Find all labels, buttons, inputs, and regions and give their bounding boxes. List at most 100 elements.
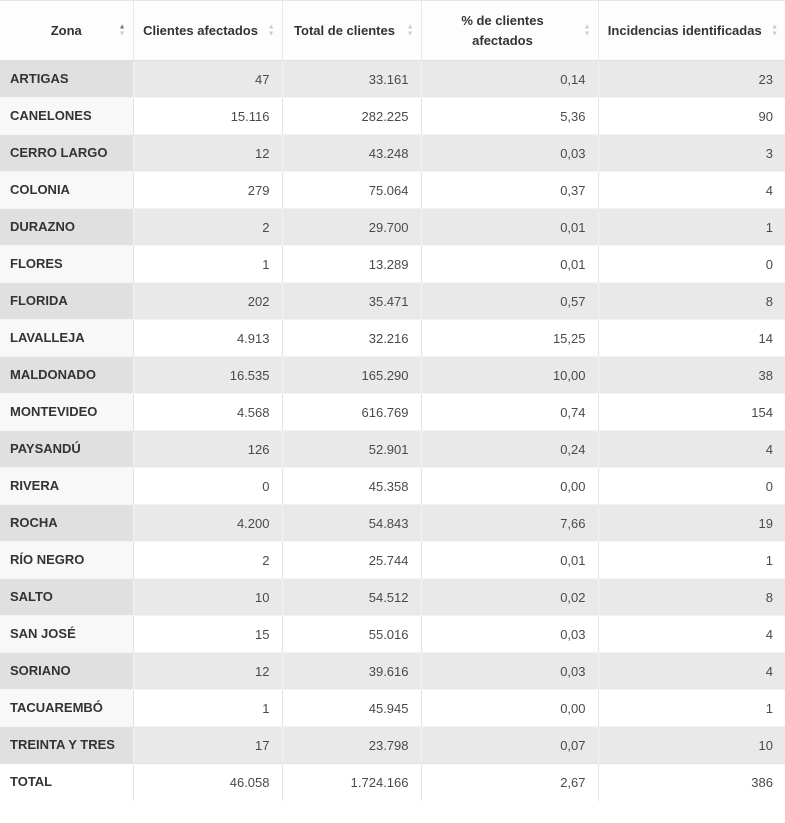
total-clientes-cell: 43.248	[281, 134, 421, 172]
total-clientes-afectados-cell: 46.058	[132, 763, 282, 801]
clientes-afectados-cell: 4.568	[132, 393, 282, 431]
table-row: COLONIA 279 75.064 0,37 4	[0, 171, 785, 209]
pct-afectados-cell: 0,37	[420, 171, 598, 209]
total-clientes-cell: 25.744	[281, 541, 421, 579]
table-row: CERRO LARGO 12 43.248 0,03 3	[0, 134, 785, 172]
incidencias-cell: 154	[597, 393, 785, 431]
incidencias-cell: 8	[597, 282, 785, 320]
zona-cell: TREINTA Y TRES	[0, 726, 133, 764]
total-clientes-cell: 165.290	[281, 356, 421, 394]
table-row: TACUAREMBÓ 1 45.945 0,00 1	[0, 689, 785, 727]
table-header: Zona ▲ ▼ Clientes afectados ▲ ▼ Total de…	[0, 0, 785, 61]
sort-desc-icon: ▼	[771, 30, 778, 37]
pct-afectados-cell: 0,03	[420, 134, 598, 172]
incidencias-cell: 0	[597, 245, 785, 283]
zona-cell: SAN JOSÉ	[0, 615, 133, 653]
incidents-by-zone-table-container: Zona ▲ ▼ Clientes afectados ▲ ▼ Total de…	[0, 0, 785, 801]
column-header-pct-clientes-afectados-label: % de clientes afectados	[461, 12, 544, 48]
column-header-clientes-afectados[interactable]: Clientes afectados ▲ ▼	[132, 0, 282, 61]
column-header-incidencias-identificadas[interactable]: Incidencias identificadas ▲ ▼	[597, 0, 785, 61]
zona-cell: CANELONES	[0, 97, 133, 135]
sort-desc-icon: ▼	[118, 30, 126, 37]
incidencias-cell: 19	[597, 504, 785, 542]
zona-cell: ROCHA	[0, 504, 133, 542]
header-row: Zona ▲ ▼ Clientes afectados ▲ ▼ Total de…	[0, 0, 785, 61]
clientes-afectados-cell: 279	[132, 171, 282, 209]
incidencias-cell: 1	[597, 689, 785, 727]
clientes-afectados-cell: 2	[132, 541, 282, 579]
sort-icon[interactable]: ▲ ▼	[771, 23, 778, 37]
clientes-afectados-cell: 1	[132, 689, 282, 727]
pct-afectados-cell: 0,03	[420, 652, 598, 690]
incidencias-cell: 14	[597, 319, 785, 357]
clientes-afectados-cell: 10	[132, 578, 282, 616]
table-body: ARTIGAS 47 33.161 0,14 23 CANELONES 15.1…	[0, 60, 785, 764]
sort-asc-icon: ▲	[267, 23, 275, 30]
sort-icon[interactable]: ▲ ▼	[267, 23, 275, 37]
incidencias-cell: 1	[597, 208, 785, 246]
zona-cell: TACUAREMBÓ	[0, 689, 133, 727]
incidencias-cell: 4	[597, 171, 785, 209]
pct-afectados-cell: 0,57	[420, 282, 598, 320]
clientes-afectados-cell: 17	[132, 726, 282, 764]
pct-afectados-cell: 0,14	[420, 60, 598, 98]
column-header-incidencias-identificadas-label: Incidencias identificadas	[607, 22, 762, 38]
column-header-zona[interactable]: Zona ▲ ▼	[0, 0, 133, 61]
zona-cell: LAVALLEJA	[0, 319, 133, 357]
clientes-afectados-cell: 126	[132, 430, 282, 468]
pct-afectados-cell: 7,66	[420, 504, 598, 542]
table-row: RÍO NEGRO 2 25.744 0,01 1	[0, 541, 785, 579]
sort-icon[interactable]: ▲ ▼	[118, 23, 126, 37]
pct-afectados-cell: 0,01	[420, 245, 598, 283]
table-row: CANELONES 15.116 282.225 5,36 90	[0, 97, 785, 135]
total-clientes-cell: 32.216	[281, 319, 421, 357]
incidencias-cell: 3	[597, 134, 785, 172]
total-clientes-cell: 29.700	[281, 208, 421, 246]
total-incidencias-cell: 386	[597, 763, 785, 801]
zona-cell: FLORES	[0, 245, 133, 283]
table-row: ARTIGAS 47 33.161 0,14 23	[0, 60, 785, 98]
column-header-clientes-afectados-label: Clientes afectados	[143, 22, 258, 38]
sort-asc-icon: ▲	[771, 23, 778, 30]
pct-afectados-cell: 0,02	[420, 578, 598, 616]
table-row: LAVALLEJA 4.913 32.216 15,25 14	[0, 319, 785, 357]
incidencias-cell: 8	[597, 578, 785, 616]
total-clientes-cell: 45.945	[281, 689, 421, 727]
zona-cell: SORIANO	[0, 652, 133, 690]
pct-afectados-cell: 0,03	[420, 615, 598, 653]
clientes-afectados-cell: 12	[132, 652, 282, 690]
total-clientes-cell: 45.358	[281, 467, 421, 505]
sort-icon[interactable]: ▲ ▼	[583, 23, 591, 37]
total-clientes-cell: 13.289	[281, 245, 421, 283]
pct-afectados-cell: 5,36	[420, 97, 598, 135]
column-header-pct-clientes-afectados[interactable]: % de clientes afectados ▲ ▼	[420, 0, 598, 61]
total-clientes-cell: 75.064	[281, 171, 421, 209]
incidencias-cell: 90	[597, 97, 785, 135]
sort-asc-icon: ▲	[118, 23, 126, 30]
zona-cell: FLORIDA	[0, 282, 133, 320]
incidencias-cell: 23	[597, 60, 785, 98]
clientes-afectados-cell: 15.116	[132, 97, 282, 135]
sort-asc-icon: ▲	[406, 23, 414, 30]
table-row: MALDONADO 16.535 165.290 10,00 38	[0, 356, 785, 394]
sort-desc-icon: ▼	[267, 30, 275, 37]
zona-cell: MONTEVIDEO	[0, 393, 133, 431]
incidents-by-zone-table: Zona ▲ ▼ Clientes afectados ▲ ▼ Total de…	[0, 0, 785, 801]
table-footer: TOTAL 46.058 1.724.166 2,67 386	[0, 763, 785, 801]
pct-afectados-cell: 0,24	[420, 430, 598, 468]
pct-afectados-cell: 0,01	[420, 541, 598, 579]
clientes-afectados-cell: 12	[132, 134, 282, 172]
clientes-afectados-cell: 4.200	[132, 504, 282, 542]
total-clientes-cell: 282.225	[281, 97, 421, 135]
total-clientes-cell: 616.769	[281, 393, 421, 431]
total-clientes-cell: 54.843	[281, 504, 421, 542]
sort-desc-icon: ▼	[583, 30, 591, 37]
table-row: DURAZNO 2 29.700 0,01 1	[0, 208, 785, 246]
total-total-clientes-cell: 1.724.166	[281, 763, 421, 801]
incidencias-cell: 0	[597, 467, 785, 505]
clientes-afectados-cell: 2	[132, 208, 282, 246]
sort-icon[interactable]: ▲ ▼	[406, 23, 414, 37]
column-header-total-clientes[interactable]: Total de clientes ▲ ▼	[281, 0, 421, 61]
column-header-total-clientes-label: Total de clientes	[294, 22, 395, 38]
zona-cell: DURAZNO	[0, 208, 133, 246]
